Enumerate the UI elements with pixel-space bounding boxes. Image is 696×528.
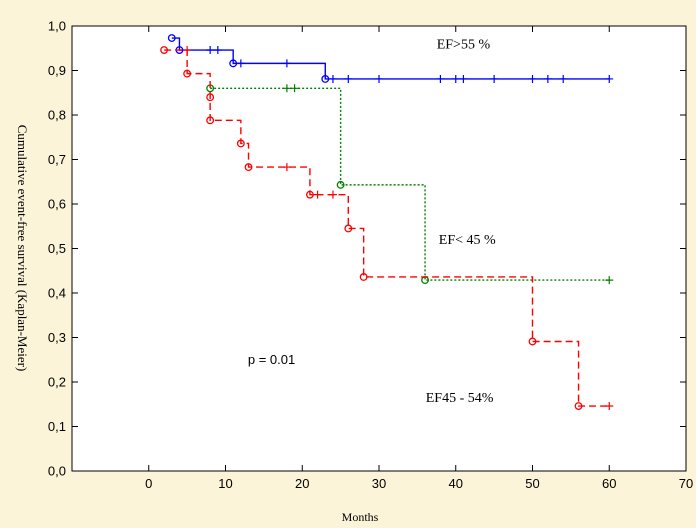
annotations-layer: EF>55 % EF< 45 % EF45 - 54% p = 0.01 [248, 37, 496, 406]
censor-mark [605, 402, 614, 411]
x-tick-label: 40 [449, 476, 463, 491]
series-layer [160, 34, 614, 411]
censor-mark [282, 59, 291, 68]
annotation-label: EF>55 % [437, 37, 491, 52]
event-point [160, 46, 169, 54]
y-tick-label: 0,1 [48, 419, 66, 434]
event-point [236, 139, 245, 148]
censor-mark [605, 74, 614, 83]
event-point [344, 224, 353, 233]
x-axis-label: Months [342, 510, 379, 524]
event-point [305, 190, 314, 199]
censor-mark [183, 46, 192, 55]
censor-mark [282, 84, 291, 93]
series-line-0 [171, 37, 610, 80]
y-tick-label: 0,3 [48, 330, 66, 345]
event-point [321, 75, 330, 83]
y-tick-label: 0,7 [48, 152, 66, 167]
censor-mark [559, 74, 568, 83]
censor-mark [490, 74, 499, 83]
y-tick-label: 0,5 [48, 241, 66, 256]
ticks-layer: 0 10 20 30 40 50 60 70 0,0 0,1 0,2 0,3 0,4 0,5 0,6 0,7 0… [48, 19, 693, 492]
event-point [206, 93, 215, 102]
censor-mark [543, 74, 552, 83]
event-point [229, 59, 238, 68]
censor-mark [605, 276, 614, 285]
y-tick-label: 0,2 [48, 375, 66, 390]
series-line-1 [210, 87, 610, 281]
event-point [359, 273, 368, 281]
censor-mark [213, 46, 222, 55]
y-tick-label: 0,9 [48, 63, 66, 78]
y-axis-label: Cumulative event-free survival (Kaplan-M… [15, 125, 30, 372]
x-tick-label: 60 [602, 476, 616, 491]
y-tick-label: 0,0 [48, 464, 66, 479]
event-point [167, 34, 176, 42]
x-tick-label: 10 [218, 476, 232, 491]
annotation-label: p = 0.01 [248, 352, 295, 367]
annotation-label: EF< 45 % [439, 233, 496, 248]
censor-mark [375, 74, 383, 83]
censor-mark [528, 74, 537, 83]
x-tick-label: 70 [679, 476, 693, 491]
x-tick-label: 0 [145, 476, 152, 491]
censor-mark [290, 84, 299, 93]
x-tick-label: 50 [525, 476, 539, 491]
censor-mark [236, 59, 245, 68]
censor-mark [313, 190, 322, 199]
censor-mark [451, 74, 460, 83]
event-point [574, 402, 583, 410]
x-tick-label: 20 [295, 476, 309, 491]
series-line-2 [164, 49, 610, 407]
y-tick-label: 0,4 [48, 286, 66, 301]
y-tick-label: 0,8 [48, 108, 66, 123]
x-tick-label: 30 [372, 476, 386, 491]
y-tick-label: 1,0 [48, 19, 66, 34]
event-point [183, 69, 192, 78]
event-point [528, 337, 537, 346]
event-point [244, 163, 253, 172]
censor-mark [282, 163, 291, 172]
censor-mark [328, 190, 337, 199]
event-point [336, 180, 345, 189]
censor-mark [344, 74, 353, 83]
censor-mark [206, 46, 215, 55]
plot-area [71, 25, 687, 472]
censor-mark [436, 74, 445, 83]
annotation-label: EF45 - 54% [426, 391, 494, 406]
event-point [206, 116, 215, 125]
y-tick-label: 0,6 [48, 197, 66, 212]
censor-mark [459, 74, 468, 83]
censor-mark [328, 74, 337, 83]
